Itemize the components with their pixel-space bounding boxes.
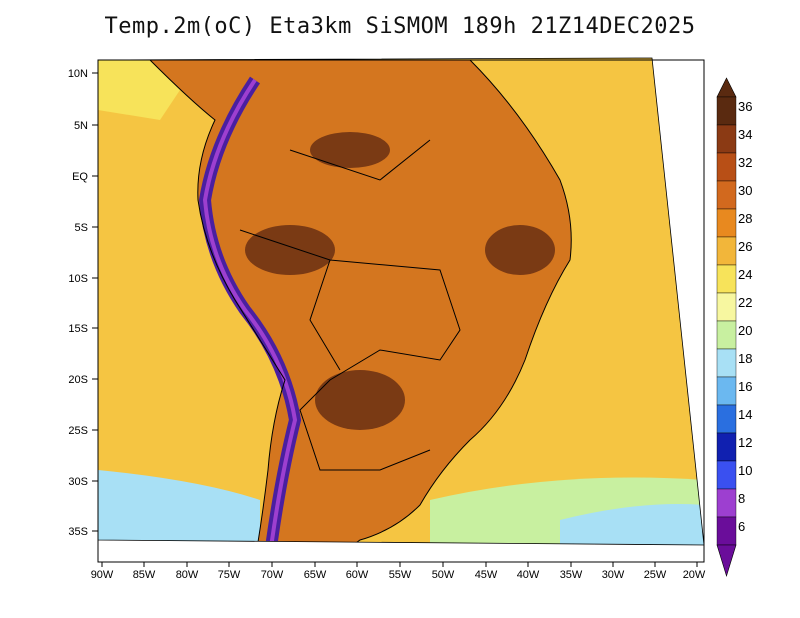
colorbar: 36 34 32 30 28 26 24 22 20 18 16 14 12 10 8 6 <box>716 77 752 578</box>
colorbar-label: 36 <box>738 99 752 114</box>
colorbar-label: 6 <box>738 519 745 534</box>
lat-label: 35S <box>68 526 88 538</box>
colorbar-label: 8 <box>738 491 745 506</box>
andes-cold-core <box>202 78 298 545</box>
lon-label: 65W <box>304 569 327 581</box>
colorbar-label: 30 <box>738 183 752 198</box>
lon-label: 30W <box>602 569 625 581</box>
colorbar-label: 12 <box>738 435 752 450</box>
lon-label: 55W <box>389 569 412 581</box>
colorbar-label: 32 <box>738 155 752 170</box>
lon-label: 70W <box>261 569 284 581</box>
colorbar-label: 34 <box>738 127 752 142</box>
hot-core-chaco <box>315 370 405 430</box>
colorbar-swatch <box>716 152 737 182</box>
colorbar-label: 20 <box>738 323 752 338</box>
colorbar-label: 28 <box>738 211 752 226</box>
colorbar-swatch <box>716 488 737 518</box>
colorbar-swatch <box>716 348 737 378</box>
lon-label: 25W <box>644 569 667 581</box>
lat-label: 20S <box>68 374 88 386</box>
colorbar-swatch <box>716 292 737 322</box>
colorbar-swatch <box>716 376 737 406</box>
cool-south-west <box>98 470 260 545</box>
lat-label: 5N <box>74 120 88 132</box>
plot-border <box>97 59 705 563</box>
lon-label: 50W <box>432 569 455 581</box>
colorbar-label: 22 <box>738 295 752 310</box>
colorbar-swatch <box>716 460 737 490</box>
colorbar-label: 26 <box>738 239 752 254</box>
colorbar-label: 16 <box>738 379 752 394</box>
colorbar-swatch <box>716 180 737 210</box>
south-america-land <box>150 60 572 545</box>
colorbar-swatch <box>716 516 737 546</box>
lat-label: 15S <box>68 323 88 335</box>
lon-label: 40W <box>517 569 540 581</box>
lon-label: 35W <box>560 569 583 581</box>
colorbar-label: 10 <box>738 463 752 478</box>
colorbar-swatch <box>716 404 737 434</box>
lat-label: 10S <box>68 273 88 285</box>
colorbar-swatch <box>716 208 737 238</box>
cool-south-east-2 <box>560 504 704 545</box>
map-title: Temp.2m(oC) Eta3km SiSMOM 189h 21Z14DEC2… <box>104 14 696 39</box>
lon-label: 75W <box>218 569 241 581</box>
colorbar-label: 24 <box>738 267 752 282</box>
latitude-axis: 10N 5N EQ 5S 10S 15S 20S 25S 30S 35S <box>68 68 98 538</box>
colorbar-label: 14 <box>738 407 752 422</box>
lat-label: 25S <box>68 425 88 437</box>
lon-label: 20W <box>683 569 706 581</box>
lat-label: 5S <box>75 222 88 234</box>
colorbar-swatch <box>716 320 737 350</box>
lon-label: 90W <box>91 569 114 581</box>
lat-label: EQ <box>72 171 88 183</box>
colorbar-label: 18 <box>738 351 752 366</box>
colorbar-swatch <box>716 432 737 462</box>
colorbar-swatch <box>716 96 737 126</box>
temperature-field <box>98 58 704 545</box>
lat-label: 30S <box>68 476 88 488</box>
lon-label: 60W <box>346 569 369 581</box>
lat-label: 10N <box>68 68 88 80</box>
hot-core-amazon-west <box>245 225 335 275</box>
longitude-axis: 90W 85W 80W 75W 70W 65W 60W 55W 50W 45W … <box>91 562 706 581</box>
colorbar-top-arrow <box>716 77 737 98</box>
lon-label: 45W <box>475 569 498 581</box>
colorbar-bottom-arrow <box>716 544 737 578</box>
colorbar-swatch <box>716 264 737 294</box>
colorbar-swatch <box>716 124 737 154</box>
lon-label: 80W <box>176 569 199 581</box>
hot-core-northeast <box>485 225 555 275</box>
country-borders <box>148 59 572 545</box>
colorbar-swatch <box>716 236 737 266</box>
hot-core-north <box>310 132 390 168</box>
lon-label: 85W <box>133 569 156 581</box>
